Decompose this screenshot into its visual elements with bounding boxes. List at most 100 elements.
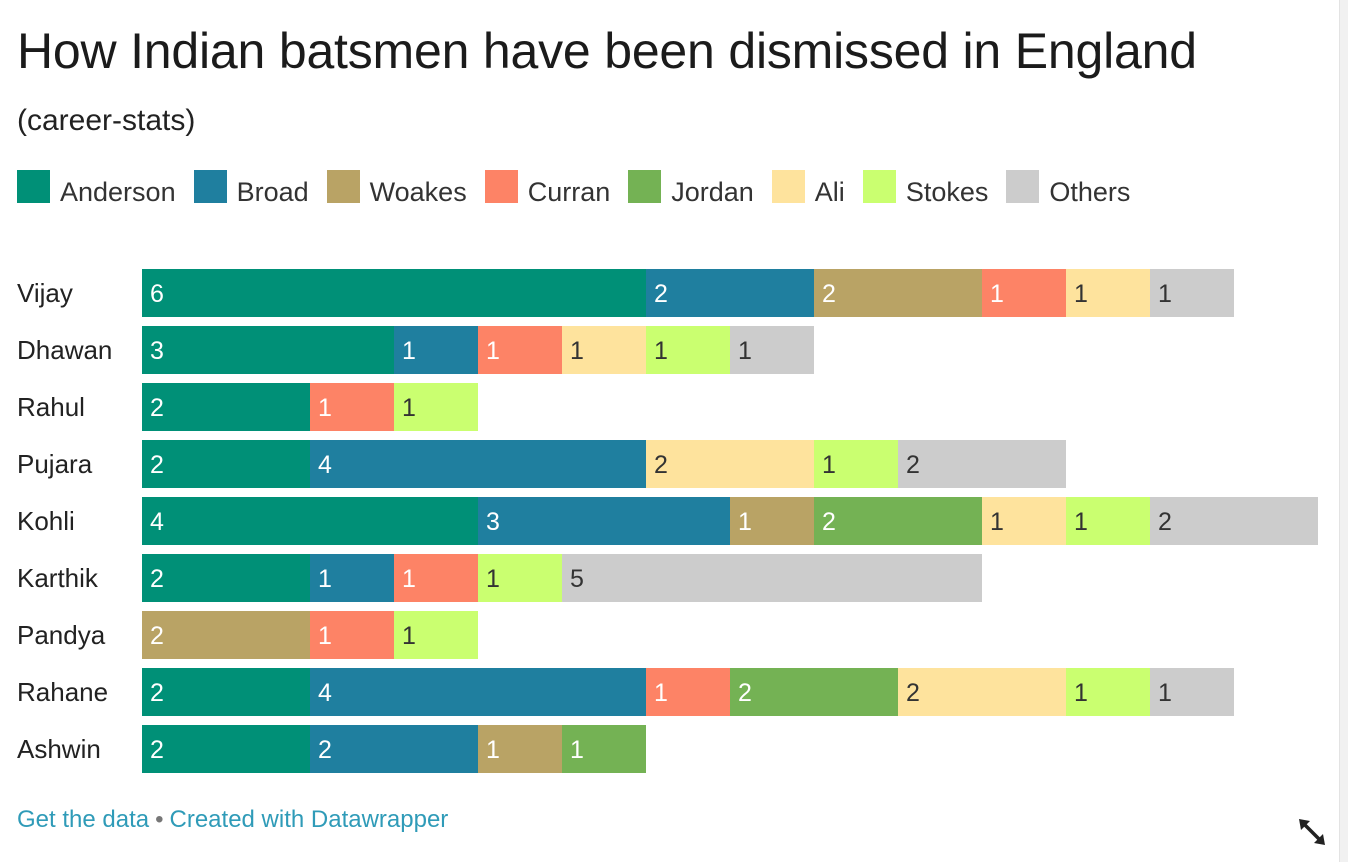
stacked-bar-chart: Vijay 6 2 2 1 1 1 Dhawan 3 1 1 1 1 1 Rahul 2 1 1 Pujara 2 4 2…: [17, 269, 1318, 773]
value-label: 1: [822, 451, 836, 479]
value-label: 1: [570, 337, 584, 365]
bar-segment-dhawan-ali: [562, 326, 646, 374]
value-label: 1: [486, 565, 500, 593]
legend-label: Ali: [814, 177, 845, 207]
value-label: 1: [1074, 280, 1088, 308]
value-label: 1: [402, 394, 416, 422]
legend-swatch: [17, 170, 50, 203]
bar-segment-vijay-anderson: [142, 269, 646, 317]
category-label-ashwin: Ashwin: [17, 734, 101, 764]
bar-segment-pujara-others: [898, 440, 1066, 488]
category-label-karthik: Karthik: [17, 563, 99, 593]
value-label: 2: [822, 508, 836, 536]
page-edge: [1339, 0, 1348, 862]
value-label: 2: [150, 679, 164, 707]
get-the-data-link[interactable]: Get the data: [17, 806, 150, 833]
value-label: 3: [486, 508, 500, 536]
value-label: 2: [150, 451, 164, 479]
category-label-rahul: Rahul: [17, 392, 85, 422]
bar-segment-vijay-woakes: [814, 269, 982, 317]
bar-segment-pujara-ali: [646, 440, 814, 488]
legend-label: Stokes: [905, 177, 989, 207]
value-label: 1: [486, 736, 500, 764]
bar-segment-kohli-anderson: [142, 497, 478, 545]
legend-label: Others: [1049, 177, 1131, 207]
bar-segment-rahul-anderson: [142, 383, 310, 431]
value-label: 6: [150, 280, 164, 308]
bar-segment-dhawan-broad: [394, 326, 478, 374]
bar-segment-pandya-woakes: [142, 611, 310, 659]
value-label: 4: [318, 451, 332, 479]
bar-segment-rahul-stokes: [394, 383, 478, 431]
category-label-pujara: Pujara: [17, 449, 93, 479]
chart-subtitle: (career-stats): [17, 104, 196, 137]
bar-segment-rahane-jordan: [730, 668, 898, 716]
value-label: 1: [486, 337, 500, 365]
legend-swatch: [326, 170, 360, 203]
value-label: 5: [570, 565, 584, 593]
bar-segment-kohli-woakes: [730, 497, 814, 545]
bar-segment-dhawan-stokes: [646, 326, 730, 374]
bar-segment-kohli-jordan: [814, 497, 982, 545]
value-label: 2: [1158, 508, 1172, 536]
created-with-link[interactable]: Created with Datawrapper: [169, 806, 449, 833]
bar-segment-rahane-anderson: [142, 668, 310, 716]
bar-segment-rahane-broad: [310, 668, 646, 716]
legend-item-broad: Broad: [193, 170, 309, 207]
value-label: 2: [150, 736, 164, 764]
footer: Get the data • Created with Datawrapper: [17, 806, 448, 834]
value-label: 1: [654, 679, 668, 707]
bar-segment-vijay-curran: [982, 269, 1066, 317]
legend-item-stokes: Stokes: [862, 170, 988, 207]
category-label-rahane: Rahane: [17, 677, 108, 707]
bar-segment-ashwin-jordan: [562, 725, 646, 773]
bar-segment-pujara-broad: [310, 440, 646, 488]
bar-segment-vijay-broad: [646, 269, 814, 317]
legend-item-anderson: Anderson: [17, 170, 176, 207]
bar-segment-rahane-others: [1150, 668, 1234, 716]
legend-item-jordan: Jordan: [628, 170, 754, 207]
value-label: 1: [318, 394, 332, 422]
category-label-pandya: Pandya: [17, 620, 106, 650]
bar-segment-ashwin-broad: [310, 725, 478, 773]
bar-segment-kohli-broad: [478, 497, 730, 545]
value-label: 2: [906, 451, 920, 479]
bar-segment-rahane-ali: [898, 668, 1066, 716]
bar-segment-dhawan-curran: [478, 326, 562, 374]
legend-label: Anderson: [60, 177, 176, 207]
footer-separator: •: [155, 806, 164, 833]
chart-title: How Indian batsmen have been dismissed i…: [17, 23, 1197, 79]
value-label: 1: [990, 280, 1004, 308]
value-label: 1: [402, 565, 416, 593]
bar-segment-karthik-broad: [310, 554, 394, 602]
bar-segment-pujara-anderson: [142, 440, 310, 488]
value-label: 1: [1158, 679, 1172, 707]
bar-segment-karthik-others: [562, 554, 982, 602]
bar-segment-pandya-stokes: [394, 611, 478, 659]
value-label: 4: [150, 508, 164, 536]
category-label-kohli: Kohli: [17, 506, 75, 536]
value-label: 2: [654, 451, 668, 479]
legend-label: Curran: [527, 177, 611, 207]
legend-item-woakes: Woakes: [326, 170, 467, 207]
value-label: 2: [738, 679, 752, 707]
value-label: 2: [654, 280, 668, 308]
legend-item-ali: Ali: [771, 170, 845, 207]
value-label: 1: [570, 736, 584, 764]
category-label-vijay: Vijay: [17, 278, 73, 308]
value-label: 1: [738, 337, 752, 365]
bar-segment-karthik-anderson: [142, 554, 310, 602]
bar-segment-karthik-stokes: [478, 554, 562, 602]
legend-swatch: [771, 170, 805, 203]
bar-segment-rahane-curran: [646, 668, 730, 716]
bar-segment-kohli-ali: [982, 497, 1066, 545]
resize-diagonal-icon[interactable]: [1296, 816, 1328, 853]
legend-label: Broad: [236, 177, 309, 207]
legend-label: Woakes: [369, 177, 467, 207]
value-label: 1: [1074, 679, 1088, 707]
value-label: 2: [150, 622, 164, 650]
value-label: 1: [402, 622, 416, 650]
bar-segment-vijay-ali: [1066, 269, 1150, 317]
value-label: 1: [1074, 508, 1088, 536]
value-label: 2: [150, 565, 164, 593]
